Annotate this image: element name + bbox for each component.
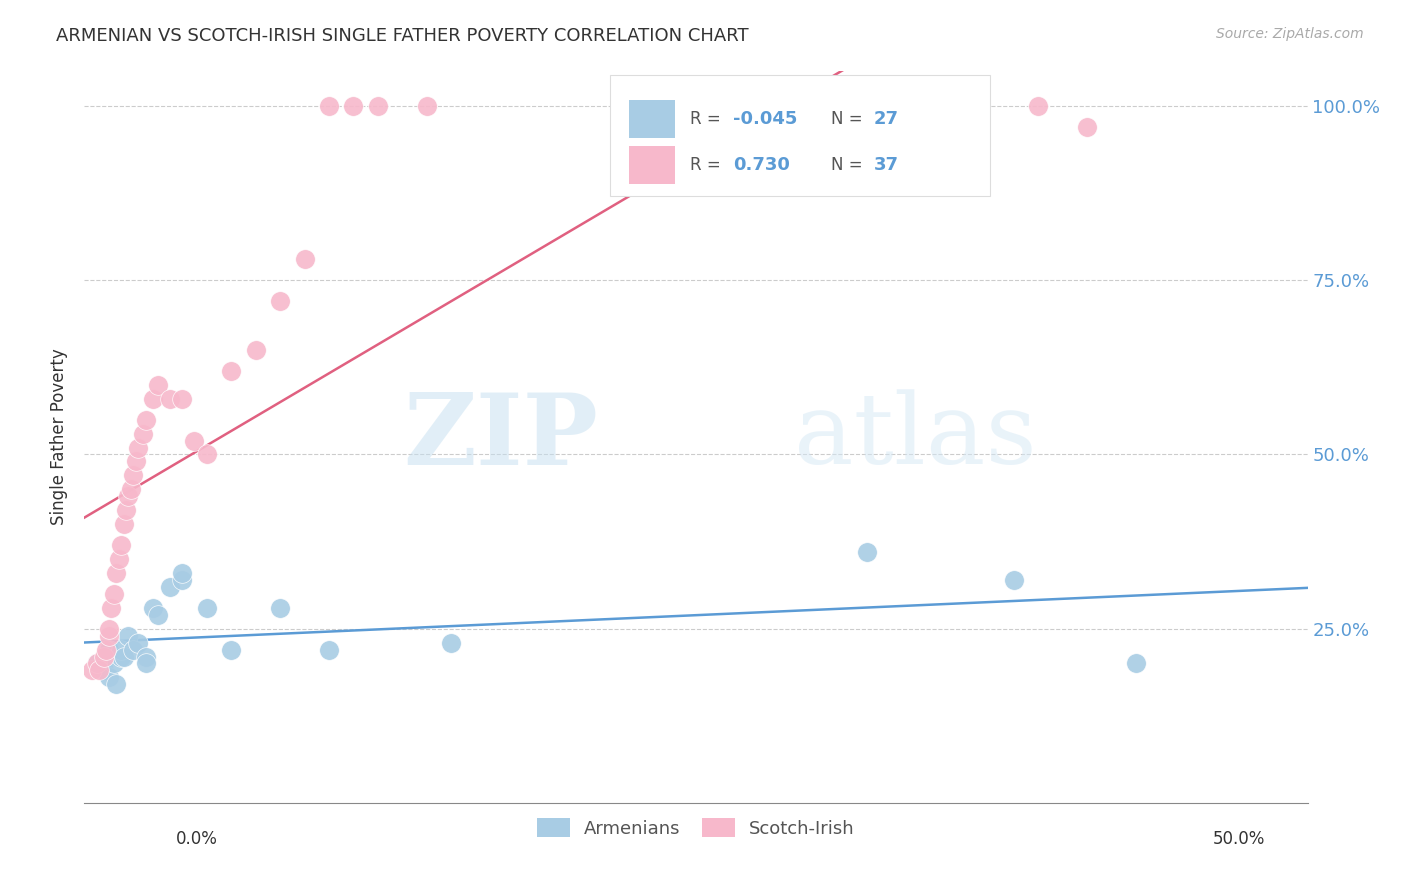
Point [112, 517, 135, 532]
Point [159, 392, 181, 406]
Point [172, 392, 194, 406]
Point [1002, 573, 1025, 587]
Point [110, 642, 132, 657]
Point [100, 600, 122, 615]
Point [132, 426, 155, 441]
Point [125, 454, 148, 468]
Point [146, 607, 169, 622]
Y-axis label: Single Father Poverty: Single Father Poverty [51, 349, 69, 525]
Point [245, 343, 267, 357]
Point [183, 434, 205, 448]
Text: 0.730: 0.730 [733, 156, 790, 174]
Legend: Armenians, Scotch-Irish: Armenians, Scotch-Irish [530, 811, 862, 845]
Point [112, 649, 135, 664]
Point [1076, 120, 1098, 134]
Point [105, 677, 128, 691]
Text: ARMENIAN VS SCOTCH-IRISH SINGLE FATHER POVERTY CORRELATION CHART: ARMENIAN VS SCOTCH-IRISH SINGLE FATHER P… [56, 27, 749, 45]
Point [219, 642, 242, 657]
Text: R =: R = [690, 156, 725, 174]
Point [105, 566, 128, 580]
Text: 37: 37 [873, 156, 898, 174]
Point [117, 489, 139, 503]
Point [440, 635, 463, 649]
Point [93, 664, 115, 678]
Point [172, 566, 194, 580]
Point [110, 538, 132, 552]
Text: 50.0%: 50.0% [1213, 830, 1265, 847]
Point [135, 657, 157, 671]
FancyBboxPatch shape [628, 146, 675, 184]
FancyBboxPatch shape [628, 100, 675, 138]
Text: N =: N = [831, 110, 868, 128]
Point [318, 642, 340, 657]
Point [97, 670, 120, 684]
Text: Source: ZipAtlas.com: Source: ZipAtlas.com [1216, 27, 1364, 41]
Text: R =: R = [690, 110, 725, 128]
Point [142, 392, 165, 406]
Text: -0.045: -0.045 [733, 110, 797, 128]
Point [115, 503, 138, 517]
Text: N =: N = [831, 156, 868, 174]
Point [294, 252, 316, 267]
Point [135, 649, 157, 664]
Point [97, 622, 120, 636]
Text: 0.0%: 0.0% [176, 830, 218, 847]
Point [146, 377, 169, 392]
Point [97, 629, 120, 643]
Point [122, 642, 145, 657]
Point [103, 587, 125, 601]
Point [80, 664, 103, 678]
Point [219, 364, 242, 378]
Point [93, 649, 115, 664]
Point [120, 483, 142, 497]
Point [416, 99, 439, 113]
Point [103, 657, 125, 671]
Text: atlas: atlas [794, 389, 1036, 485]
Point [269, 600, 291, 615]
Point [122, 468, 145, 483]
Point [127, 441, 149, 455]
Point [342, 99, 364, 113]
Point [142, 600, 165, 615]
Point [318, 99, 340, 113]
Point [159, 580, 181, 594]
FancyBboxPatch shape [610, 75, 990, 195]
Point [110, 649, 132, 664]
Point [856, 545, 879, 559]
Point [135, 412, 157, 426]
Text: 27: 27 [873, 110, 898, 128]
Point [269, 294, 291, 309]
Point [127, 635, 149, 649]
Point [195, 448, 218, 462]
Point [96, 642, 118, 657]
Point [195, 600, 218, 615]
Point [1028, 99, 1050, 113]
Point [107, 552, 129, 566]
Point [97, 642, 120, 657]
Point [86, 657, 108, 671]
Point [367, 99, 389, 113]
Point [1125, 657, 1147, 671]
Point [86, 657, 108, 671]
Point [117, 629, 139, 643]
Text: ZIP: ZIP [404, 389, 598, 485]
Point [87, 664, 110, 678]
Point [172, 573, 194, 587]
